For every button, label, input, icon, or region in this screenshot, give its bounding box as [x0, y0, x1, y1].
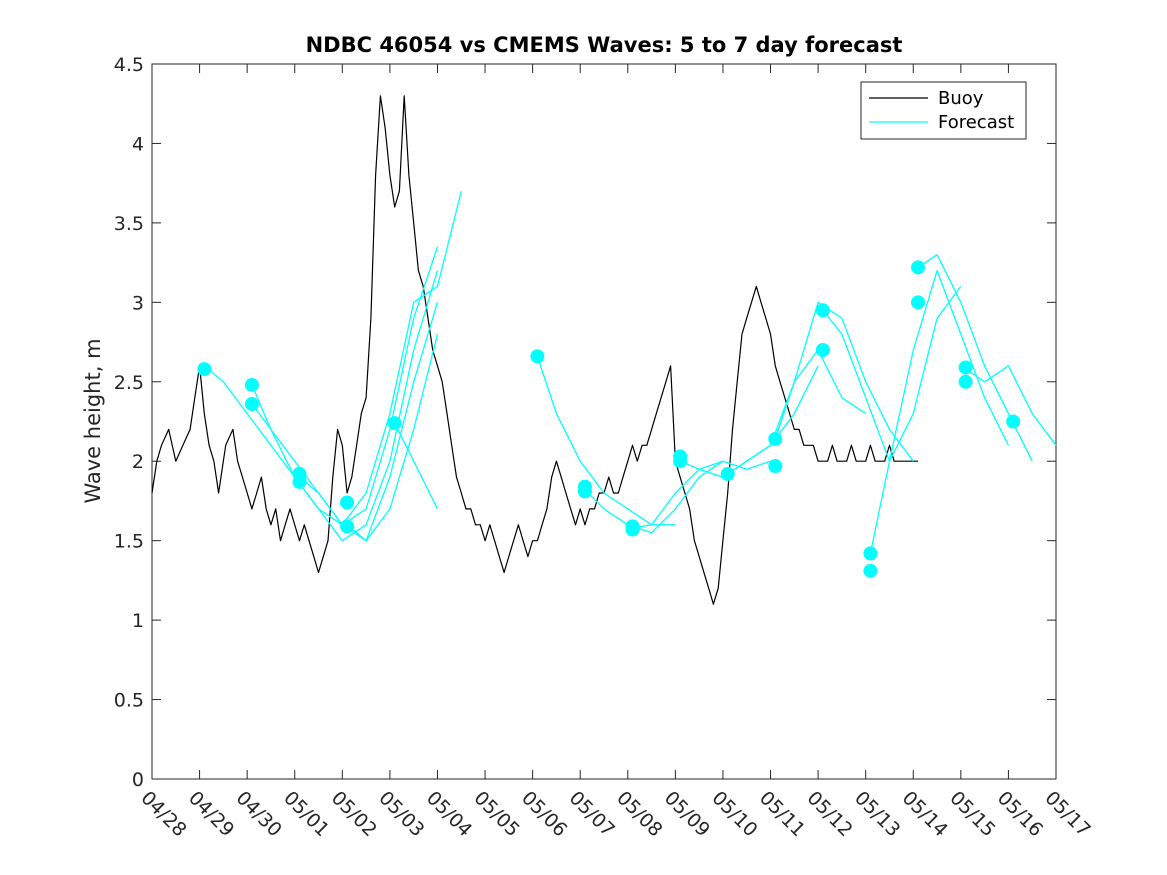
- y-tick-label: 2: [132, 451, 144, 473]
- forecast-start-marker: [863, 546, 878, 561]
- forecast-line: [965, 365, 1057, 446]
- forecast-start-marker: [625, 522, 640, 537]
- y-tick-label: 3.5: [114, 213, 144, 235]
- forecast-start-marker: [720, 466, 735, 481]
- forecast-line: [203, 190, 462, 526]
- y-tick-label: 0.5: [114, 690, 144, 712]
- forecast-series: [197, 190, 1057, 578]
- forecast-start-marker: [577, 484, 592, 499]
- forecast-line: [869, 269, 1009, 554]
- forecast-start-marker: [815, 343, 830, 357]
- forecast-start-marker: [815, 303, 830, 318]
- forecast-start-marker: [673, 454, 688, 469]
- y-tick-label: 3: [132, 292, 144, 314]
- y-tick-label: 0: [132, 769, 144, 791]
- y-tick-label: 1.5: [114, 531, 144, 553]
- legend-box: [860, 81, 1027, 140]
- legend-buoy-label: Buoy: [938, 88, 984, 109]
- forecast-start-marker: [768, 431, 783, 446]
- forecast-start-marker: [340, 495, 355, 510]
- forecast-line: [394, 422, 439, 510]
- forecast-start-marker: [1006, 414, 1021, 429]
- legend: Buoy Forecast: [860, 81, 1027, 140]
- forecast-start-marker: [340, 519, 355, 534]
- forecast-start-marker: [863, 563, 878, 578]
- forecast-line: [251, 270, 439, 542]
- forecast-start-marker: [197, 362, 212, 377]
- buoy-series: [151, 95, 918, 605]
- forecast-start-marker: [958, 374, 973, 389]
- plot-area: [151, 63, 1057, 780]
- forecast-start-marker: [387, 416, 402, 431]
- y-axis-ticks: 0 0.5 1 1.5 2 2.5 3 3.5 4 4.5: [114, 54, 1056, 791]
- y-tick-label: 1: [132, 610, 144, 632]
- legend-forecast-label: Forecast: [938, 112, 1014, 133]
- forecast-line: [584, 460, 724, 534]
- y-tick-label: 4: [132, 133, 144, 155]
- forecast-line: [774, 301, 914, 462]
- forecast-start-marker: [292, 474, 307, 489]
- chart-title: NDBC 46054 vs CMEMS Waves: 5 to 7 day fo…: [306, 33, 903, 57]
- forecast-start-marker: [530, 349, 545, 364]
- forecast-start-marker: [958, 360, 973, 375]
- forecast-start-marker: [911, 260, 926, 275]
- forecast-start-marker: [244, 377, 259, 392]
- buoy-line: [151, 95, 918, 605]
- y-axis-label: Wave height, m: [81, 338, 105, 503]
- forecast-start-marker: [244, 397, 259, 412]
- forecast-line: [346, 333, 439, 542]
- forecast-start-marker: [768, 458, 783, 473]
- plot-frame: [151, 63, 1057, 780]
- y-tick-label: 4.5: [114, 54, 144, 76]
- forecast-start-marker: [911, 295, 926, 310]
- y-tick-label: 2.5: [114, 372, 144, 394]
